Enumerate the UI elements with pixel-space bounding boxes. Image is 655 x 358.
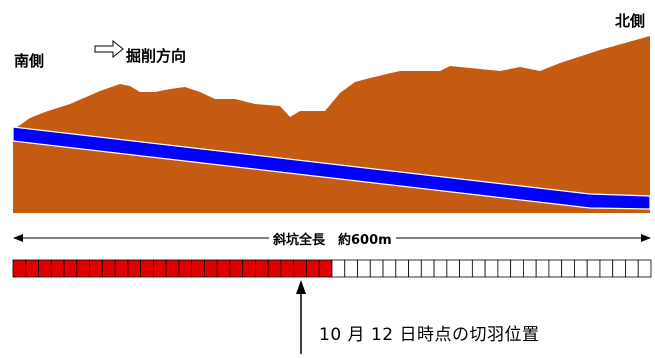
progress-segment-excavated — [127, 259, 141, 278]
progress-segment-excavated — [306, 259, 320, 278]
progress-segment-excavated — [255, 259, 269, 278]
progress-segment-excavated — [25, 259, 39, 278]
progress-segment-remaining — [497, 259, 512, 278]
progress-segment-remaining — [599, 259, 614, 278]
progress-segment-remaining — [382, 259, 397, 278]
progress-segment-excavated — [267, 259, 282, 278]
south-side-label: 南側 — [14, 52, 45, 70]
progress-segment-remaining — [420, 259, 435, 278]
progress-segment-remaining — [548, 259, 563, 278]
progress-segment-excavated — [152, 259, 167, 278]
progress-segment-remaining — [484, 259, 499, 278]
progress-segment-excavated — [89, 259, 103, 278]
progress-segment-remaining — [344, 259, 358, 278]
progress-segment-excavated — [165, 259, 180, 278]
progress-segment-remaining — [612, 259, 626, 278]
progress-segment-remaining — [357, 259, 371, 278]
progress-segment-excavated — [12, 259, 27, 278]
progress-segment-excavated — [293, 259, 307, 278]
progress-segment-excavated — [216, 259, 231, 278]
face-position-label: 10 月 12 日時点の切羽位置 — [319, 325, 540, 345]
progress-segment-remaining — [535, 259, 550, 278]
progress-segment-remaining — [408, 259, 422, 278]
progress-segment-remaining — [471, 259, 486, 278]
progress-segment-excavated — [229, 259, 244, 278]
progress-segment-remaining — [369, 259, 384, 278]
progress-segment-remaining — [561, 259, 575, 278]
excavation-direction-label: 掘削方向 — [126, 47, 187, 65]
face-pointer-arrow — [296, 280, 306, 354]
progress-segment-remaining — [625, 259, 639, 278]
progress-bar — [12, 259, 652, 278]
progress-segment-remaining — [637, 259, 652, 278]
ground-profile — [13, 36, 650, 213]
progress-segment-remaining — [586, 259, 601, 278]
progress-segment-excavated — [178, 259, 193, 278]
progress-segment-remaining — [459, 259, 473, 278]
progress-segment-remaining — [433, 259, 448, 278]
progress-segment-excavated — [191, 259, 205, 278]
progress-segment-excavated — [63, 259, 78, 278]
progress-segment-remaining — [446, 259, 460, 278]
progress-segment-excavated — [101, 259, 116, 278]
progress-segment-excavated — [140, 259, 154, 278]
progress-segment-remaining — [523, 259, 537, 278]
progress-segment-excavated — [114, 259, 129, 278]
north-side-label: 北側 — [615, 12, 646, 30]
progress-segment-remaining — [574, 259, 588, 278]
progress-segment-excavated — [242, 259, 256, 278]
progress-segment-remaining — [510, 259, 524, 278]
progress-segment-excavated — [280, 259, 295, 278]
progress-segment-excavated — [50, 259, 65, 278]
progress-segment-remaining — [331, 259, 346, 278]
progress-segment-excavated — [318, 259, 333, 278]
progress-segment-remaining — [395, 259, 409, 278]
progress-segment-excavated — [76, 259, 90, 278]
incline-shaft — [12, 126, 651, 210]
direction-arrow-icon — [94, 40, 124, 58]
progress-segment-excavated — [38, 259, 52, 278]
progress-segment-excavated — [203, 259, 218, 278]
shaft-length-label: 斜坑全長 約600m — [269, 229, 396, 248]
